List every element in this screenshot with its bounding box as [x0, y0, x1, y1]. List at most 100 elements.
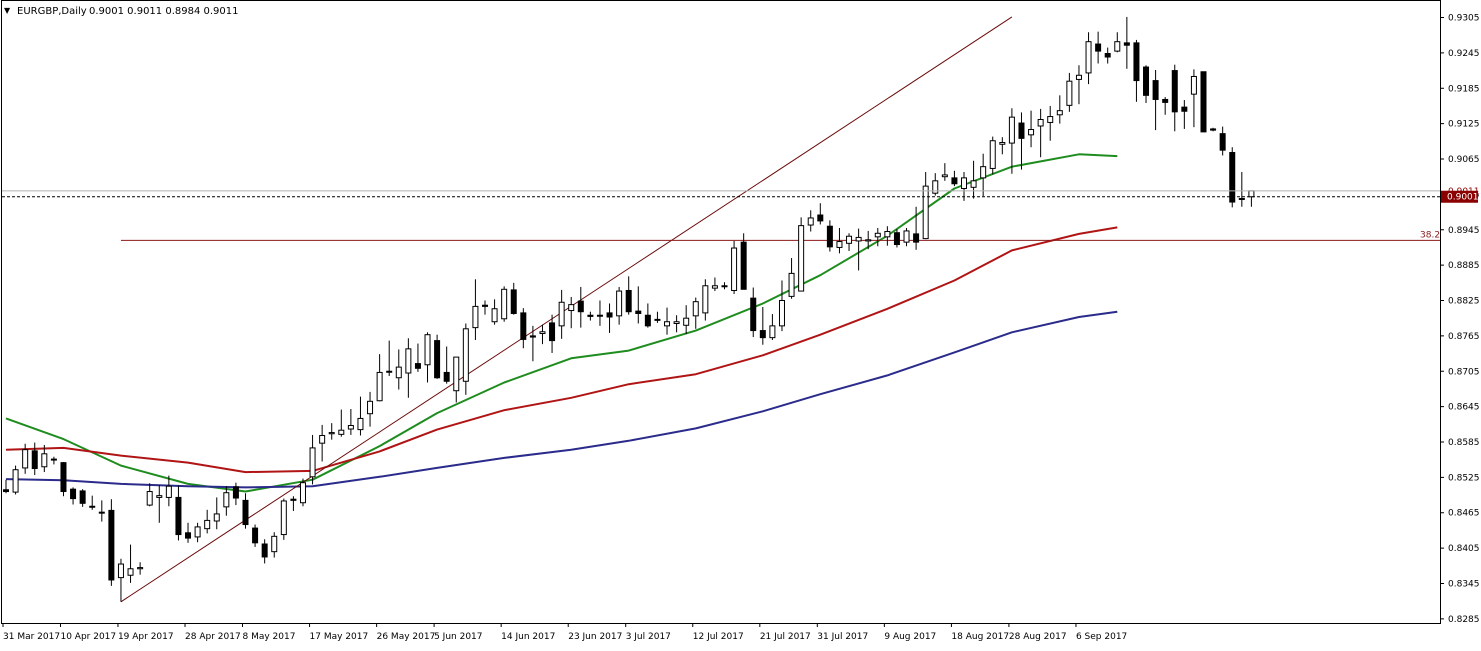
candle-body [961, 177, 967, 189]
candle-body [204, 519, 211, 530]
plot-frame [1, 0, 1441, 624]
candle-body [1229, 152, 1236, 203]
date-tick-label: 3 Jul 2017 [626, 632, 671, 642]
candle [1123, 16, 1130, 69]
candle-body [414, 363, 421, 369]
candle-body [721, 285, 728, 288]
candle-body [692, 301, 699, 317]
candle [367, 391, 374, 427]
candle [376, 354, 383, 402]
date-tick-label: 31 Mar 2017 [3, 632, 60, 642]
header-arrow-icon[interactable]: ▼ [4, 6, 11, 15]
candle [635, 286, 642, 324]
candle [290, 496, 297, 511]
candle-body [491, 308, 498, 323]
candle [941, 163, 948, 181]
candle-body [577, 300, 584, 313]
candle [357, 396, 364, 436]
price-tick-label: 0.8765 [1448, 332, 1480, 342]
date-tick-label: 10 Apr 2017 [60, 632, 116, 642]
candle-body [683, 317, 690, 326]
candle [386, 340, 393, 376]
candle-body [769, 325, 776, 339]
candle [1133, 39, 1140, 102]
candle-body [252, 527, 259, 544]
candle-body [175, 496, 182, 536]
candle-body [299, 482, 306, 504]
candle-body [539, 331, 546, 335]
candle-body [1104, 52, 1111, 58]
candle [568, 296, 575, 329]
candle-body [319, 435, 326, 444]
candle [577, 286, 584, 328]
candle-body [1162, 98, 1169, 103]
candle [596, 300, 603, 326]
trendline [120, 16, 1013, 603]
candle-body [1028, 129, 1035, 136]
candle [836, 227, 843, 254]
candle [424, 332, 431, 383]
current-price-label: 0.9001 [1447, 193, 1479, 203]
candle-body [1095, 43, 1102, 52]
candle-body [156, 495, 163, 498]
price-tick-label: 0.8405 [1448, 544, 1480, 554]
candle-body [1114, 41, 1121, 52]
candle-body [1143, 66, 1150, 96]
candle [740, 233, 747, 290]
candle-body [79, 490, 86, 504]
time-axis: 31 Mar 2017 10 Apr 2017 19 Apr 2017 28 Apr … [2, 623, 1127, 642]
candle-body [1171, 70, 1178, 113]
candle-body [165, 485, 172, 498]
candle-body [290, 498, 297, 501]
candle-body [1248, 190, 1255, 198]
candle-body [673, 321, 680, 324]
date-tick-label: 23 Jun 2017 [568, 632, 622, 642]
candle-body [558, 301, 565, 327]
candle [60, 462, 67, 497]
candle-body [194, 526, 201, 538]
candle-body [778, 300, 785, 327]
candle [1152, 69, 1159, 131]
candle-body [1181, 106, 1188, 112]
candle [482, 300, 488, 315]
candle [319, 424, 326, 462]
candle-body [146, 491, 153, 506]
candle [778, 280, 785, 332]
candle-body [999, 141, 1006, 145]
candle [970, 160, 977, 199]
candle-body [865, 239, 872, 242]
candle [654, 311, 661, 323]
candle [520, 308, 527, 349]
candle-body [1123, 42, 1130, 46]
candle [673, 315, 680, 333]
candle [22, 443, 29, 474]
candle [980, 153, 987, 197]
candle [1143, 65, 1150, 103]
candle-body [1037, 119, 1044, 127]
candle-body [1047, 116, 1054, 123]
candle-body [1238, 198, 1245, 201]
candle [606, 303, 613, 333]
date-tick-label: 18 Aug 2017 [951, 632, 1009, 642]
candle-body [807, 217, 814, 226]
candle [683, 305, 690, 335]
candle [644, 303, 651, 328]
candle-body [405, 348, 412, 374]
price-tick-label: 0.9125 [1448, 120, 1480, 130]
candle-body [664, 321, 671, 327]
candle-body [3, 489, 9, 493]
candle [1075, 65, 1082, 105]
price-tick-label: 0.9245 [1448, 49, 1480, 59]
candle [1028, 110, 1035, 148]
candle [491, 299, 498, 325]
candle-body [654, 318, 661, 321]
candle [175, 485, 182, 541]
candle [1056, 95, 1063, 124]
candle [903, 227, 910, 247]
candle-body [913, 233, 920, 243]
candle-body [462, 328, 469, 382]
candle [1219, 126, 1226, 156]
candle-body [453, 356, 460, 392]
candle [299, 478, 306, 507]
